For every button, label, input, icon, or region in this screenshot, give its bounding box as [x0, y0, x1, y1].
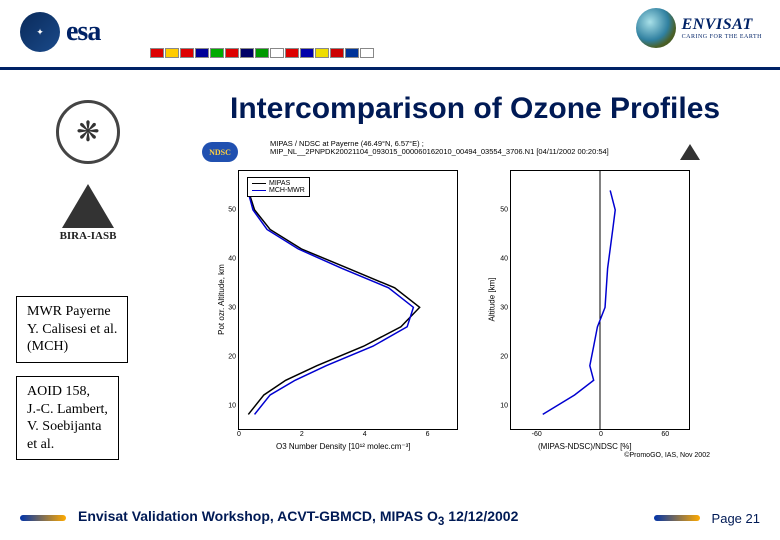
credit-line: J.-C. Lambert,: [27, 401, 108, 419]
page-title: Intercomparison of Ozone Profiles: [230, 92, 720, 126]
esa-text: esa: [66, 16, 100, 48]
bira-logo: BIRA-IASB: [60, 184, 117, 242]
chart-title: MIPAS / NDSC at Payerne (46.49°N, 6.57°E…: [270, 140, 609, 157]
triangle-icon: [62, 184, 114, 228]
difference-chart: 1020304050-60060: [510, 170, 690, 430]
footer-pre: Envisat Validation Workshop, ACVT-GBMCD,…: [78, 508, 438, 524]
affiliation-logos: ❋ BIRA-IASB: [28, 100, 148, 242]
esa-emblem-icon: ✦: [20, 12, 60, 52]
footer-accent-icon: [654, 515, 700, 521]
footer-accent-icon: [20, 515, 66, 521]
bira-small-icon: [672, 142, 708, 162]
footer-text: Envisat Validation Workshop, ACVT-GBMCD,…: [78, 508, 518, 528]
y-axis-label-right: Altitude [km]: [488, 277, 497, 321]
legend-label: MCH-MWR: [269, 187, 305, 194]
header: ✦ esa ENVISAT CARING FOR THE EARTH: [0, 0, 780, 70]
credit-line: AOID 158,: [27, 383, 108, 401]
ndsc-badge-icon: NDSC: [202, 142, 238, 162]
envisat-subtitle: CARING FOR THE EARTH: [682, 34, 762, 40]
globe-icon: [636, 8, 676, 48]
esa-logo: ✦ esa: [20, 12, 100, 52]
credit-line: MWR Payerne: [27, 303, 117, 321]
x-axis-label-right: (MIPAS-NDSC)/NDSC [%]: [538, 442, 632, 451]
credit-line: Y. Calisesi et al.: [27, 321, 117, 339]
bira-label: BIRA-IASB: [60, 230, 117, 242]
country-flags: [150, 48, 374, 58]
credit-line: (MCH): [27, 338, 117, 356]
y-axis-label-left: Pot ozr. Altitude, km: [217, 264, 226, 335]
credit-line: V. Soebijanta: [27, 418, 108, 436]
profile-chart: MIPAS MCH-MWR 10203040500246: [238, 170, 458, 430]
chart-container: NDSC MIPAS / NDSC at Payerne (46.49°N, 6…: [180, 140, 720, 470]
difference-curve: [511, 171, 689, 429]
footer-post: 12/12/2002: [444, 508, 518, 524]
profile-curves: [239, 171, 457, 429]
x-axis-label-left: O3 Number Density [10¹² molec.cm⁻³]: [276, 442, 410, 451]
page-number: Page 21: [712, 511, 760, 526]
envisat-title: ENVISAT: [682, 16, 762, 34]
envisat-logo: ENVISAT CARING FOR THE EARTH: [636, 8, 762, 48]
chart-copyright: ©PromoGO, IAS, Nov 2002: [624, 452, 710, 459]
legend-label: MIPAS: [269, 180, 290, 187]
credit-box-aoid: AOID 158, J.-C. Lambert, V. Soebijanta e…: [16, 376, 119, 460]
credit-line: et al.: [27, 436, 108, 454]
chart-legend: MIPAS MCH-MWR: [247, 177, 310, 197]
institute-seal-icon: ❋: [56, 100, 120, 164]
footer: Envisat Validation Workshop, ACVT-GBMCD,…: [0, 508, 780, 528]
chart-title-line: MIP_NL__2PNPDK20021104_093015_0000601620…: [270, 148, 609, 156]
credit-box-mwr: MWR Payerne Y. Calisesi et al. (MCH): [16, 296, 128, 363]
